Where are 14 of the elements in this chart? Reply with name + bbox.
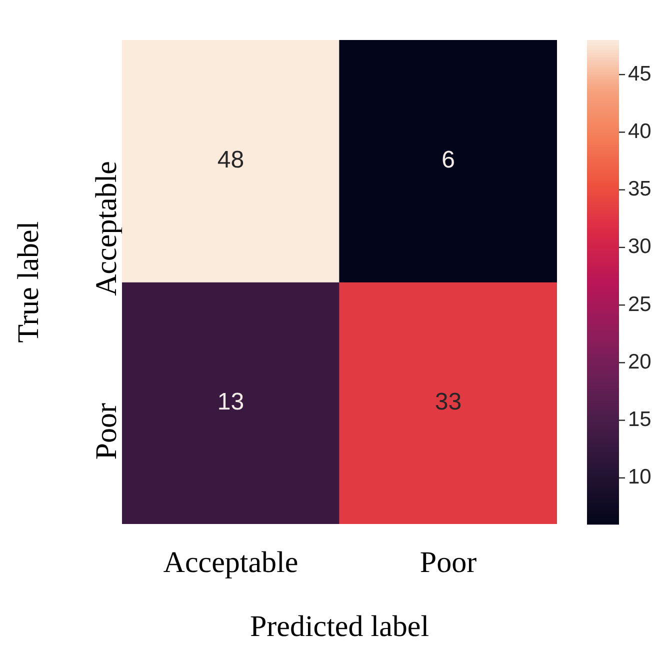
- color-bar-label: 35: [628, 178, 652, 201]
- x-axis-title: Predicted label: [250, 610, 430, 643]
- color-bar-label: 15: [628, 408, 652, 432]
- color-bar-label: 30: [628, 235, 652, 258]
- color-bar-label: 40: [628, 120, 652, 143]
- data-label: 13: [217, 388, 244, 416]
- data-label: 48: [217, 146, 244, 174]
- data-label: 6: [442, 146, 455, 174]
- data-label: 33: [434, 388, 462, 416]
- color-bar-label: 10: [628, 466, 652, 489]
- color-bar-label: 25: [628, 292, 652, 316]
- color-bar-label: 20: [628, 350, 652, 374]
- y-axis-title: True label: [12, 221, 45, 343]
- color-bar-label: 45: [628, 62, 652, 86]
